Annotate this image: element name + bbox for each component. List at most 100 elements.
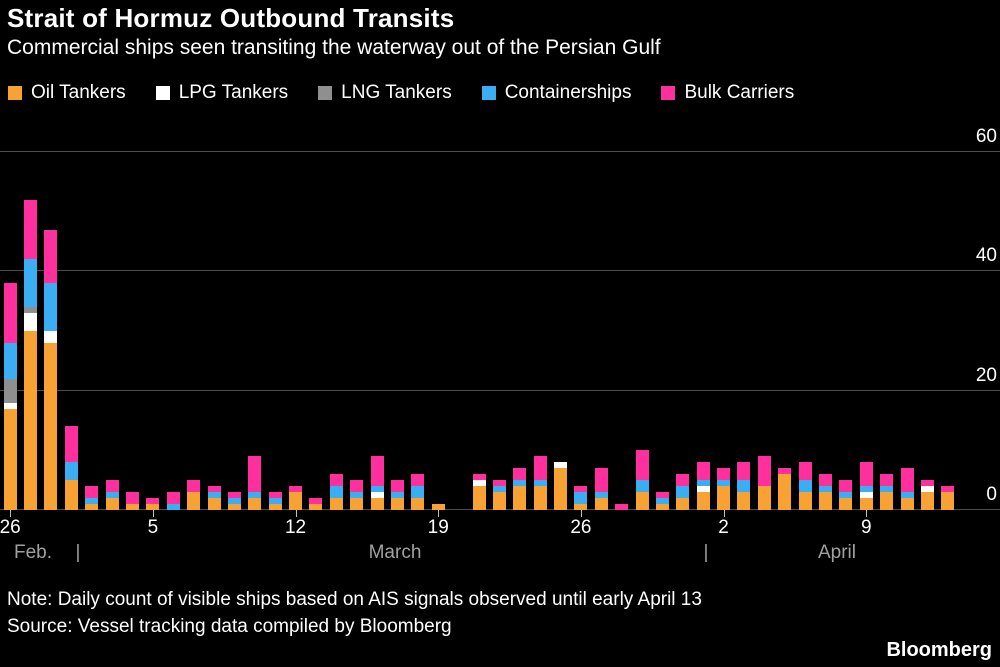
bar-mar-17 [390,480,404,510]
bar-apr-10 [880,474,894,510]
bar-segment-containerships [268,498,282,505]
bar-segment-bulk-carriers [411,474,425,487]
bar-mar-22 [492,480,506,510]
bar-segment-bulk-carriers [900,468,914,493]
bar-segment-oil-tankers [819,492,832,510]
bar-mar-6 [166,492,180,510]
bar-segment-oil-tankers [431,504,445,510]
bar-mar-23 [513,468,527,510]
bar-segment-bulk-carriers [859,462,873,487]
bar-mar-4 [125,492,139,510]
bar-segment-bulk-carriers [85,486,99,499]
bar-segment-containerships [513,480,527,487]
bar-segment-oil-tankers [737,492,751,510]
legend-swatch-icon [155,86,170,100]
bar-segment-oil-tankers [289,492,303,510]
bar-segment-containerships [839,492,853,499]
x-axis-label-26: 26 [570,517,592,538]
bar-segment-oil-tankers [594,498,608,510]
bar-segment-bulk-carriers [839,480,853,493]
bloomberg-logo: Bloomberg [886,639,992,661]
bar-segment-bulk-carriers [227,492,241,499]
legend-item-bulk-carriers: Bulk Carriers [661,82,794,104]
bar-apr-3 [737,462,751,510]
bar-segment-bulk-carriers [798,462,812,481]
bar-segment-oil-tankers [3,408,17,510]
bar-segment-bulk-carriers [289,486,303,493]
bar-segment-bulk-carriers [920,480,934,487]
bar-segment-lpg-tankers [920,486,934,493]
x-tick-mark [723,510,725,517]
gridline-y-40 [0,270,1000,272]
bar-feb-27 [24,199,38,510]
bar-segment-containerships [737,480,751,493]
x-tick-mark [295,510,297,517]
bar-mar-11 [268,492,282,510]
bar-segment-containerships [105,492,119,499]
bar-segment-oil-tankers [248,498,262,510]
month-separator: | [703,542,709,563]
bar-segment-containerships [85,498,99,505]
bar-segment-lpg-tankers [696,486,710,493]
month-label-march: March [368,542,422,563]
bar-segment-oil-tankers [920,492,934,510]
bar-segment-oil-tankers [207,498,221,510]
bar-segment-oil-tankers [696,492,710,510]
bar-segment-lpg-tankers [370,492,384,499]
bar-segment-bulk-carriers [64,426,78,463]
bar-segment-bulk-carriers [187,480,201,493]
bar-segment-bulk-carriers [268,492,282,499]
bar-segment-bulk-carriers [24,199,38,260]
bar-segment-oil-tankers [146,504,160,510]
bar-segment-oil-tankers [44,342,58,510]
bar-segment-containerships [900,492,914,499]
bar-segment-containerships [635,480,649,493]
bar-segment-containerships [717,480,731,487]
bar-segment-oil-tankers [839,498,853,510]
bar-segment-oil-tankers [268,504,282,510]
plot-area [0,151,1000,510]
bar-segment-bulk-carriers [390,480,404,493]
bar-segment-containerships [24,259,38,308]
bar-segment-containerships [64,462,78,481]
x-axis-label-9: 9 [860,517,872,538]
legend-swatch-icon [661,86,676,100]
bar-segment-bulk-carriers [329,474,343,487]
bar-mar-8 [207,486,221,510]
bar-segment-bulk-carriers [615,504,629,510]
bar-segment-oil-tankers [635,492,649,510]
bar-segment-oil-tankers [859,498,873,510]
bar-segment-bulk-carriers [696,462,710,481]
bar-segment-bulk-carriers [778,468,792,475]
bar-segment-bulk-carriers [350,480,364,493]
bar-segment-containerships [248,492,262,499]
bar-mar-19 [431,504,445,510]
bar-mar-29 [635,450,649,510]
month-label-april: April [817,542,857,563]
bar-segment-bulk-carriers [472,474,486,481]
x-axis-label-12: 12 [284,517,307,538]
bar-segment-oil-tankers [187,492,201,510]
x-axis-label-26: 26 [0,517,21,538]
bar-segment-lpg-tankers [3,402,17,409]
bar-segment-oil-tankers [350,498,364,510]
bar-segment-oil-tankers [655,504,669,510]
bar-segment-bulk-carriers [105,480,119,493]
bar-segment-containerships [44,283,58,331]
bar-segment-bulk-carriers [533,456,547,481]
month-separator: | [75,542,81,563]
bar-feb-28 [44,229,58,510]
bar-segment-bulk-carriers [594,468,608,493]
bar-segment-containerships [594,492,608,499]
bar-segment-containerships [696,480,710,487]
bar-segment-containerships [227,498,241,505]
bar-segment-lpg-tankers [44,331,58,343]
legend-swatch-icon [318,86,333,100]
bar-segment-bulk-carriers [513,468,527,481]
bar-segment-bulk-carriers [166,492,180,505]
bar-segment-lng-tankers [3,378,17,403]
bar-segment-oil-tankers [941,492,955,510]
bar-mar-31 [676,474,690,510]
bar-segment-bulk-carriers [757,456,771,487]
bar-apr-6 [798,462,812,510]
